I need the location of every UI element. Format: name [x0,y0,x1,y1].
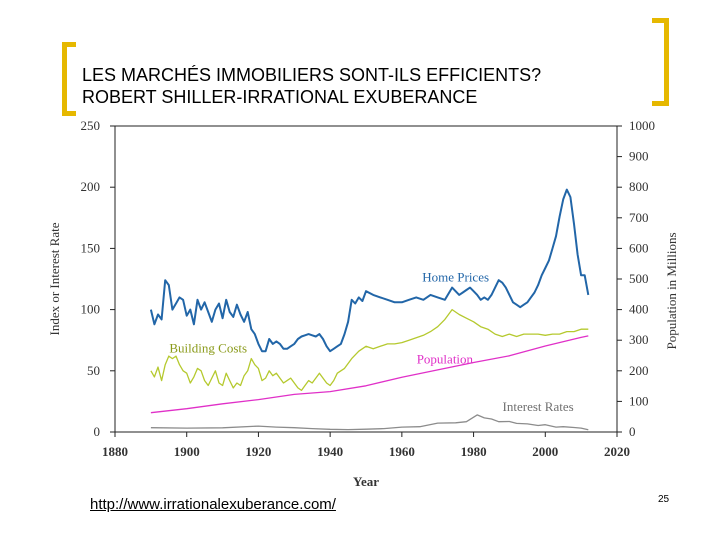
y2-tick-label: 400 [629,302,649,317]
y-axis-label: Index or Interest Rate [47,222,62,335]
page-number: 25 [658,494,670,505]
slide-title-line-1: LES MARCHÉS IMMOBILIERS SONT-ILS EFFICIE… [82,65,542,85]
y-tick-label: 100 [81,302,101,317]
left-bracket-vertical [62,42,67,116]
y2-tick-label: 200 [629,363,649,378]
x-tick-label: 1900 [174,444,200,459]
x-tick-label: 1880 [102,444,128,459]
right-bracket-bottom [652,101,669,106]
right-bracket-top [652,18,669,23]
y2-tick-label: 700 [629,210,649,225]
slide-title: LES MARCHÉS IMMOBILIERS SONT-ILS EFFICIE… [82,64,541,108]
x-axis-label: Year [353,474,379,489]
y2-tick-label: 900 [629,149,649,164]
series-label-building-costs: Building Costs [169,340,247,355]
slide-title-line-2: ROBERT SHILLER-IRRATIONAL EXUBERANCE [82,87,478,107]
plot-area: 1880 1900 1920 1940 1960 1980 2000 202005010015… [47,118,679,489]
left-bracket-bottom [62,111,76,116]
x-tick-label: 1960 [389,444,415,459]
series-label-population: Population [417,351,474,366]
series-label-interest-rates: Interest Rates [503,399,574,414]
y-tick-label: 150 [81,240,101,255]
series-line-interest-rates [150,414,589,431]
y2-tick-label: 100 [629,393,649,408]
x-tick-label: 2000 [532,444,558,459]
y2-tick-label: 500 [629,271,649,286]
y2-tick-label: 800 [629,179,649,194]
y2-tick-label: 300 [629,332,649,347]
series-line-population [150,335,589,414]
y2-axis-label: Population in Millions [664,232,679,349]
right-bracket-vertical [664,18,669,106]
x-tick-label: 2020 [604,444,630,459]
y-tick-label: 0 [94,424,101,439]
x-tick-label: 1980 [461,444,487,459]
series-label-home-prices: Home Prices [422,269,489,284]
y-tick-label: 250 [81,118,101,133]
source-link[interactable]: http://www.irrationalexuberance.com/ [90,496,336,513]
y2-tick-label: 1000 [629,118,655,133]
y-tick-label: 50 [87,363,100,378]
left-bracket-top [62,42,76,47]
series-line-home-prices [149,188,590,353]
y-tick-label: 200 [81,179,101,194]
series-line-building-costs [150,308,589,392]
x-tick-label: 1920 [245,444,271,459]
x-tick-label: 1940 [317,444,343,459]
y2-tick-label: 600 [629,240,649,255]
y2-tick-label: 0 [629,424,636,439]
